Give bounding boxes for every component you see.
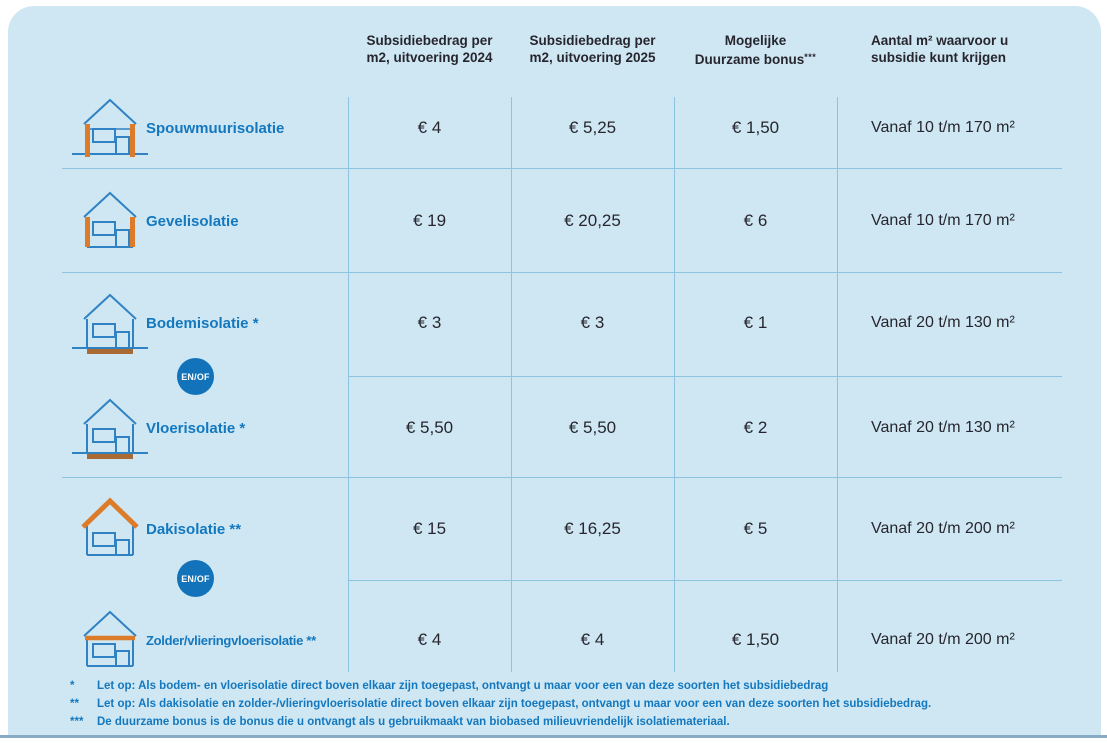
footnote-text: De duurzame bonus is de bonus die u ontv… [97, 716, 730, 728]
value-area: Vanaf 10 t/m 170 m² [871, 119, 1015, 136]
value-2024: € 3 [417, 313, 442, 332]
table-row-bodemisolatie: Bodemisolatie * € 3 € 3 € 1 Vanaf 20 t/m… [0, 285, 1107, 361]
grid-vline [511, 97, 512, 672]
header-line: subsidie kunt krijgen [871, 50, 1007, 65]
house-facade-icon [83, 191, 137, 248]
value-2025: € 20,25 [564, 211, 621, 230]
table-row-zoldervlieringvloerisolatie: Zolder/vlieringvloerisolatie ** € 4 € 4 … [0, 602, 1107, 678]
grid-vline [348, 97, 349, 672]
value-2025: € 5,50 [568, 418, 617, 437]
table-row-vloerisolatie: Vloerisolatie * € 5,50 € 5,50 € 2 Vanaf … [0, 390, 1107, 466]
grid-hline [348, 580, 1062, 581]
en-of-badge: EN/OF [177, 560, 214, 597]
footnote: ** Let op: Als dakisolatie en zolder-/vl… [70, 697, 1070, 712]
value-bonus: € 5 [743, 519, 768, 538]
house-ground-floor-icon [72, 293, 148, 354]
table-row-spouwmuurisolatie: Spouwmuurisolatie € 4 € 5,25 € 1,50 Vana… [0, 90, 1107, 166]
row-label: Gevelisolatie [146, 212, 239, 230]
grid-hline [62, 168, 1062, 169]
footnote-marker: ** [70, 698, 79, 710]
header-line: Subsidiebedrag per [529, 33, 656, 48]
header-line: Duurzame bonus [694, 52, 805, 67]
en-of-badge: EN/OF [177, 358, 214, 395]
grid-hline [62, 477, 1062, 478]
value-2025: € 3 [580, 313, 605, 332]
value-2024: € 19 [412, 211, 447, 230]
house-roof-icon [81, 497, 139, 556]
footnote-marker: *** [70, 716, 84, 728]
grid-hline [62, 272, 1062, 273]
header-line: m2, uitvoering 2024 [366, 50, 493, 65]
value-2025: € 5,25 [568, 118, 617, 137]
en-of-label: EN/OF [181, 573, 210, 584]
value-area: Vanaf 20 t/m 200 m² [871, 520, 1015, 537]
header-line: m2, uitvoering 2025 [529, 50, 656, 65]
footnote-text: Let op: Als bodem- en vloerisolatie dire… [97, 680, 829, 692]
row-label: Bodemisolatie * [146, 314, 259, 332]
column-header-bonus: Mogelijke Duurzame bonus*** [674, 32, 837, 68]
row-label: Spouwmuurisolatie [146, 119, 285, 137]
footnote-text: Let op: Als dakisolatie en zolder-/vlier… [97, 698, 932, 710]
value-2024: € 4 [417, 630, 442, 649]
table-row-gevelisolatie: Gevelisolatie € 19 € 20,25 € 6 Vanaf 10 … [0, 183, 1107, 259]
row-label: Zolder/vlieringvloerisolatie ** [146, 632, 316, 648]
row-label: Vloerisolatie * [146, 419, 246, 437]
value-bonus: € 6 [743, 211, 768, 230]
header-line: Aantal m² waarvoor u [871, 33, 1009, 48]
house-floor-icon [72, 398, 148, 459]
value-area: Vanaf 20 t/m 200 m² [871, 631, 1015, 648]
grid-vline [837, 97, 838, 672]
value-area: Vanaf 10 t/m 170 m² [871, 212, 1015, 229]
header-line: Mogelijke [724, 33, 787, 48]
footnote-marker: * [70, 680, 75, 692]
bottom-divider [0, 735, 1107, 738]
footnote: * Let op: Als bodem- en vloerisolatie di… [70, 679, 1070, 694]
value-2024: € 4 [417, 118, 442, 137]
footnote: *** De duurzame bonus is de bonus die u … [70, 715, 1070, 730]
footnote-marker: *** [804, 52, 817, 62]
value-area: Vanaf 20 t/m 130 m² [871, 419, 1015, 436]
column-header-2024: Subsidiebedrag per m2, uitvoering 2024 [348, 32, 511, 66]
value-bonus: € 2 [743, 418, 768, 437]
value-2024: € 5,50 [405, 418, 454, 437]
house-cavity-wall-icon [72, 98, 148, 157]
grid-vline [674, 97, 675, 672]
row-label: Dakisolatie ** [146, 520, 242, 538]
header-line: Subsidiebedrag per [366, 33, 493, 48]
value-bonus: € 1,50 [731, 118, 780, 137]
grid-hline [348, 376, 1062, 377]
house-attic-floor-icon [83, 610, 137, 667]
value-2024: € 15 [412, 519, 447, 538]
table-row-dakisolatie: Dakisolatie ** € 15 € 16,25 € 5 Vanaf 20… [0, 491, 1107, 567]
value-area: Vanaf 20 t/m 130 m² [871, 314, 1015, 331]
column-header-2025: Subsidiebedrag per m2, uitvoering 2025 [511, 32, 674, 66]
value-bonus: € 1,50 [731, 630, 780, 649]
value-2025: € 16,25 [564, 519, 621, 538]
value-bonus: € 1 [743, 313, 768, 332]
value-2025: € 4 [580, 630, 605, 649]
en-of-label: EN/OF [181, 371, 210, 382]
column-header-area: Aantal m² waarvoor u subsidie kunt krijg… [837, 32, 1062, 66]
